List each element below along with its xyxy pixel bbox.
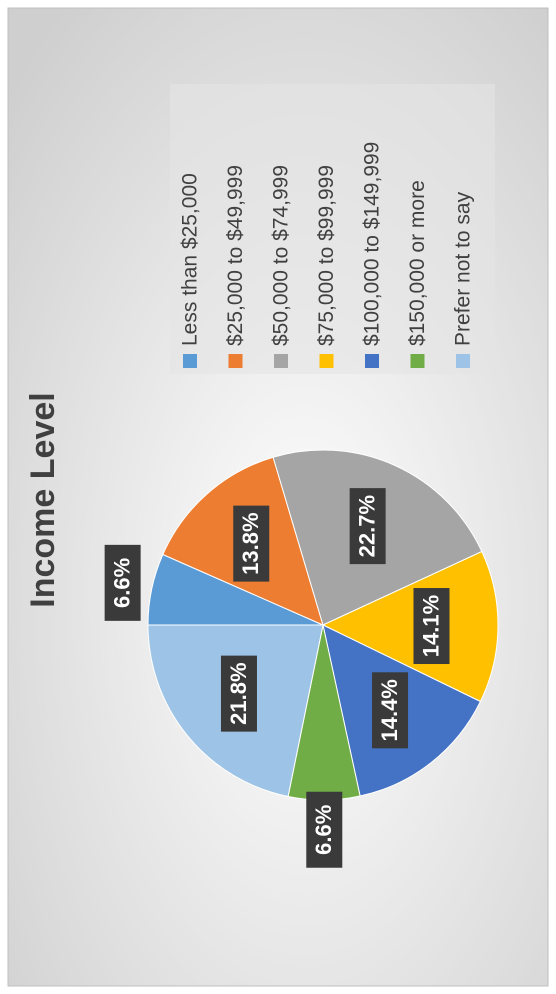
chart-title: Income Level bbox=[24, 392, 62, 607]
data-label: 14.1% bbox=[418, 595, 443, 657]
legend-label: $150,000 or more bbox=[406, 180, 429, 346]
legend-label: Prefer not to say bbox=[452, 191, 475, 346]
rotated-chart: Income Level 6.6% 13.8% 22.7% 14.1% 14.4% 6.6… bbox=[7, 7, 549, 987]
legend-swatch bbox=[183, 354, 197, 368]
data-label: 6.6% bbox=[109, 558, 134, 608]
data-label: 22.7% bbox=[354, 495, 379, 557]
legend-box bbox=[170, 84, 495, 374]
data-label-box bbox=[372, 672, 409, 749]
legend-swatch bbox=[228, 354, 243, 368]
pie-slice bbox=[321, 550, 499, 703]
data-label-box bbox=[233, 505, 270, 582]
legend-swatch bbox=[274, 354, 288, 368]
legend-label: $75,000 to $99,999 bbox=[315, 165, 338, 346]
legend-swatch bbox=[365, 354, 379, 368]
data-label: 14.4% bbox=[377, 679, 402, 741]
data-label-box bbox=[349, 488, 386, 565]
data-label: 13.8% bbox=[238, 512, 263, 574]
legend-label: $100,000 to $149,999 bbox=[361, 142, 384, 346]
data-label-box bbox=[306, 791, 343, 868]
data-label-box bbox=[220, 655, 257, 732]
legend-swatch bbox=[456, 354, 470, 368]
data-label: 6.6% bbox=[311, 805, 336, 855]
data-label-box bbox=[104, 544, 141, 621]
legend-label: Less than $25,000 bbox=[179, 173, 202, 346]
legend-label: $50,000 to $74,999 bbox=[270, 165, 293, 346]
legend-label: $25,000 to $49,999 bbox=[224, 165, 247, 346]
data-label-box bbox=[413, 588, 450, 665]
data-label: 21.8% bbox=[226, 662, 251, 724]
legend-swatch bbox=[319, 354, 334, 368]
legend-swatch bbox=[410, 354, 425, 368]
